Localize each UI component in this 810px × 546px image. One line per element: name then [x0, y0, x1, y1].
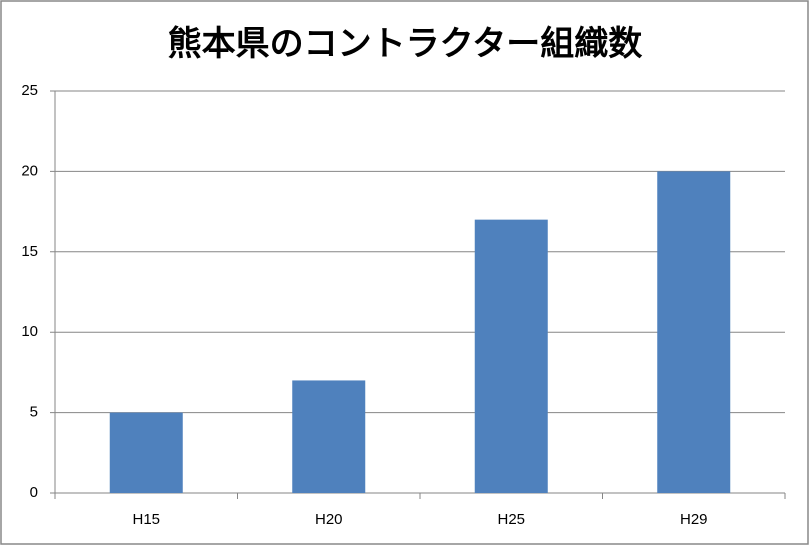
bar	[109, 412, 183, 493]
x-tick-label: H29	[680, 511, 708, 528]
y-tick-label: 20	[21, 162, 38, 179]
bar	[657, 171, 731, 493]
y-tick-label: 25	[21, 82, 38, 99]
y-tick-label: 0	[30, 484, 38, 501]
bar	[292, 380, 366, 493]
x-tick-label: H25	[497, 511, 525, 528]
y-tick-label: 10	[21, 323, 38, 340]
x-tick-label: H20	[315, 511, 343, 528]
x-tick-label: H15	[132, 511, 160, 528]
y-tick-label: 15	[21, 243, 38, 260]
y-tick-label: 5	[30, 404, 38, 421]
bar	[474, 219, 548, 493]
chart-title: 熊本県のコントラクター組織数	[168, 24, 643, 63]
